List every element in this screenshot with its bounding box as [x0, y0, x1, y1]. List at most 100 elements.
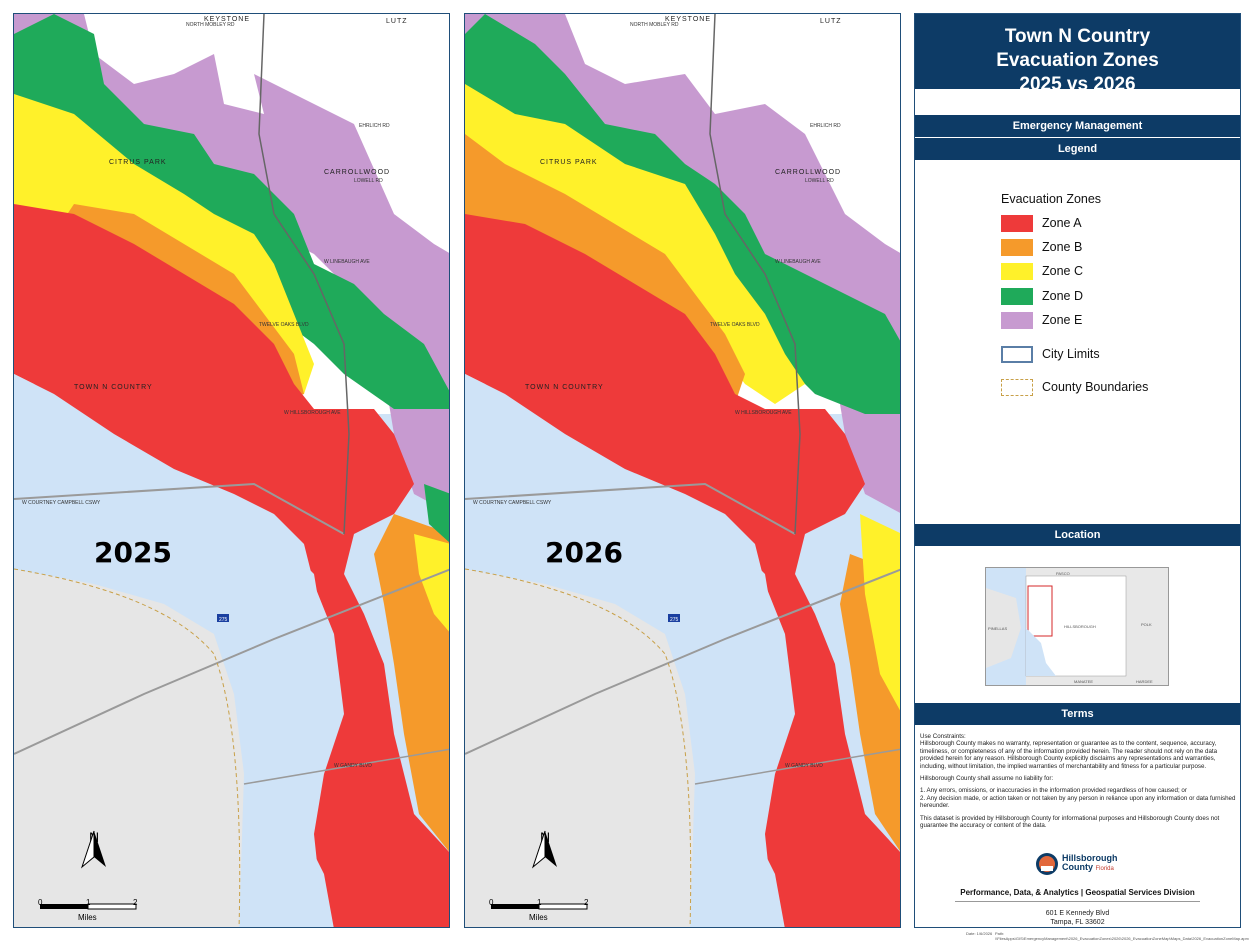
zone-a-swatch	[1001, 214, 1033, 232]
town-n-country-label: TOWN N COUNTRY	[525, 384, 604, 391]
info-panel: Town N Country Evacuation Zones 2025 vs …	[914, 13, 1241, 928]
legend-zone-c: Zone C	[1001, 261, 1083, 281]
address-line-2: Tampa, FL 33602	[1050, 919, 1105, 926]
inset-pinellas: PINELLAS	[988, 626, 1007, 631]
lutz-label: LUTZ	[820, 18, 842, 25]
inset-hardee: HARDEE	[1136, 679, 1153, 684]
legend-label: County Boundaries	[1042, 380, 1149, 394]
legend-city-limits: City Limits	[1001, 344, 1100, 364]
courtney-label: W COURTNEY CAMPBELL CSWY	[473, 500, 552, 506]
title-line-2: Evacuation Zones	[996, 50, 1159, 71]
year-label: 2025	[94, 536, 172, 569]
location-header: Location	[915, 524, 1240, 546]
terms-line: This dataset is provided by Hillsborough…	[920, 814, 1220, 830]
scale-bar: 0 1 2 Miles	[38, 898, 158, 927]
keystone-label: KEYSTONE	[204, 16, 250, 23]
legend-label: Zone E	[1042, 313, 1083, 327]
logo-line-2: County	[1062, 862, 1093, 872]
county-seal-icon	[1036, 853, 1058, 875]
legend-heading: Evacuation Zones	[1001, 192, 1102, 206]
carrollwood-label: CARROLLWOOD	[324, 169, 390, 176]
terms-line: 1. Any errors, omissions, or inaccuracie…	[920, 787, 1187, 795]
inset-polk: POLK	[1141, 622, 1152, 627]
scale-units: Miles	[529, 913, 548, 922]
footer-divider	[955, 901, 1200, 902]
legend-zone-e: Zone E	[1001, 310, 1082, 330]
scale-tick-0: 0	[38, 898, 43, 907]
lowell-label: LOWELL RD	[354, 178, 383, 184]
inset-pasco: PASCO	[1056, 571, 1070, 576]
legend-header: Legend	[915, 138, 1240, 160]
terms-line: Hillsborough County makes no warranty, r…	[920, 740, 1218, 770]
logo-line-3: Florida	[1095, 866, 1114, 872]
north-arrow-icon: N	[74, 829, 114, 889]
footer-path: Path: \\FilesApps\GIS\EmergencyManagemen…	[995, 931, 1249, 941]
scale-tick-2: 2	[584, 898, 589, 907]
legend-label: Zone A	[1042, 216, 1082, 230]
hillsborough-ave-label: W HILLSBOROUGH AVE	[284, 410, 341, 416]
legend-zone-b: Zone B	[1001, 237, 1082, 257]
north-mobley-label: NORTH MOBLEY RD	[630, 22, 679, 28]
ehrlich-label: EHRLICH RD	[810, 123, 841, 129]
title-line-1: Town N Country	[1004, 26, 1151, 47]
legend-label: City Limits	[1042, 347, 1100, 361]
citrus-park-label: CITRUS PARK	[109, 159, 167, 166]
legend-zone-a: Zone A	[1001, 213, 1082, 233]
city-limits-swatch	[1001, 345, 1033, 363]
county-boundaries-swatch	[1001, 378, 1033, 396]
legend-label: Zone B	[1042, 240, 1083, 254]
footer-date: Date: 1/6/2026	[966, 931, 993, 936]
twelve-oaks-label: TWELVE OAKS BLVD	[259, 322, 309, 328]
map-title: Town N Country Evacuation Zones 2025 vs …	[915, 14, 1240, 95]
subtitle-bar: Emergency Management	[915, 115, 1240, 137]
terms-text: Use Constraints: Hillsborough County mak…	[920, 733, 1236, 834]
scale-tick-0: 0	[489, 898, 494, 907]
courtney-label: W COURTNEY CAMPBELL CSWY	[22, 500, 101, 506]
terms-header: Terms	[915, 703, 1240, 725]
scale-tick-1: 1	[86, 898, 91, 907]
legend-zone-d: Zone D	[1001, 286, 1083, 306]
address-line-1: 601 E Kennedy Blvd	[1045, 910, 1110, 917]
zone-d-swatch	[1001, 287, 1033, 305]
gandy-label: W GANDY BLVD	[334, 763, 372, 769]
logo-line-1: Hillsborough	[1062, 853, 1118, 863]
scale-tick-2: 2	[133, 898, 138, 907]
north-arrow-icon: N	[525, 829, 565, 889]
map-2025-canvas: CITRUS PARK TOWN N COUNTRY KEYSTONE LUTZ…	[14, 14, 449, 927]
inset-hillsborough: HILLSBOROUGH	[1064, 624, 1096, 629]
division-title: Performance, Data, & Analytics | Geospat…	[960, 888, 1195, 897]
carrollwood-label: CARROLLWOOD	[775, 169, 841, 176]
scale-units: Miles	[78, 913, 97, 922]
legend-label: Zone D	[1042, 289, 1083, 303]
interstate-shield: 275	[219, 617, 228, 623]
scale-tick-1: 1	[537, 898, 542, 907]
location-inset-map: PASCO PINELLAS HILLSBOROUGH POLK MANATEE…	[985, 567, 1169, 686]
gandy-label: W GANDY BLVD	[785, 763, 823, 769]
legend-label: Zone C	[1042, 264, 1083, 278]
linebaugh-label: W LINEBAUGH AVE	[324, 259, 370, 265]
terms-line: Hillsborough County shall assume no liab…	[920, 775, 1054, 783]
terms-line: 2. Any decision made, or action taken or…	[920, 794, 1236, 810]
lutz-label: LUTZ	[386, 18, 408, 25]
footer-address: 601 E Kennedy Blvd Tampa, FL 33602	[915, 909, 1240, 927]
keystone-label: KEYSTONE	[665, 16, 711, 23]
legend-county-boundaries: County Boundaries	[1001, 377, 1148, 397]
year-label: 2026	[545, 536, 623, 569]
inset-manatee: MANATEE	[1074, 679, 1093, 684]
twelve-oaks-label: TWELVE OAKS BLVD	[710, 322, 760, 328]
hillsborough-ave-label: W HILLSBOROUGH AVE	[735, 410, 792, 416]
town-n-country-label: TOWN N COUNTRY	[74, 384, 153, 391]
linebaugh-label: W LINEBAUGH AVE	[775, 259, 821, 265]
north-mobley-label: NORTH MOBLEY RD	[186, 22, 235, 28]
zone-c-swatch	[1001, 262, 1033, 280]
map-2026-canvas: CITRUS PARK TOWN N COUNTRY KEYSTONE LUTZ…	[465, 14, 900, 927]
title-line-3: 2025 vs 2026	[1019, 74, 1136, 95]
citrus-park-label: CITRUS PARK	[540, 159, 598, 166]
scale-bar: 0 1 2 Miles	[489, 898, 609, 927]
interstate-shield: 275	[670, 617, 679, 623]
map-2026[interactable]: CITRUS PARK TOWN N COUNTRY KEYSTONE LUTZ…	[464, 13, 901, 928]
county-logo: Hillsborough County Florida	[1035, 852, 1118, 876]
map-2025[interactable]: CITRUS PARK TOWN N COUNTRY KEYSTONE LUTZ…	[13, 13, 450, 928]
zone-b-swatch	[1001, 238, 1033, 256]
terms-line: Use Constraints:	[920, 733, 966, 740]
